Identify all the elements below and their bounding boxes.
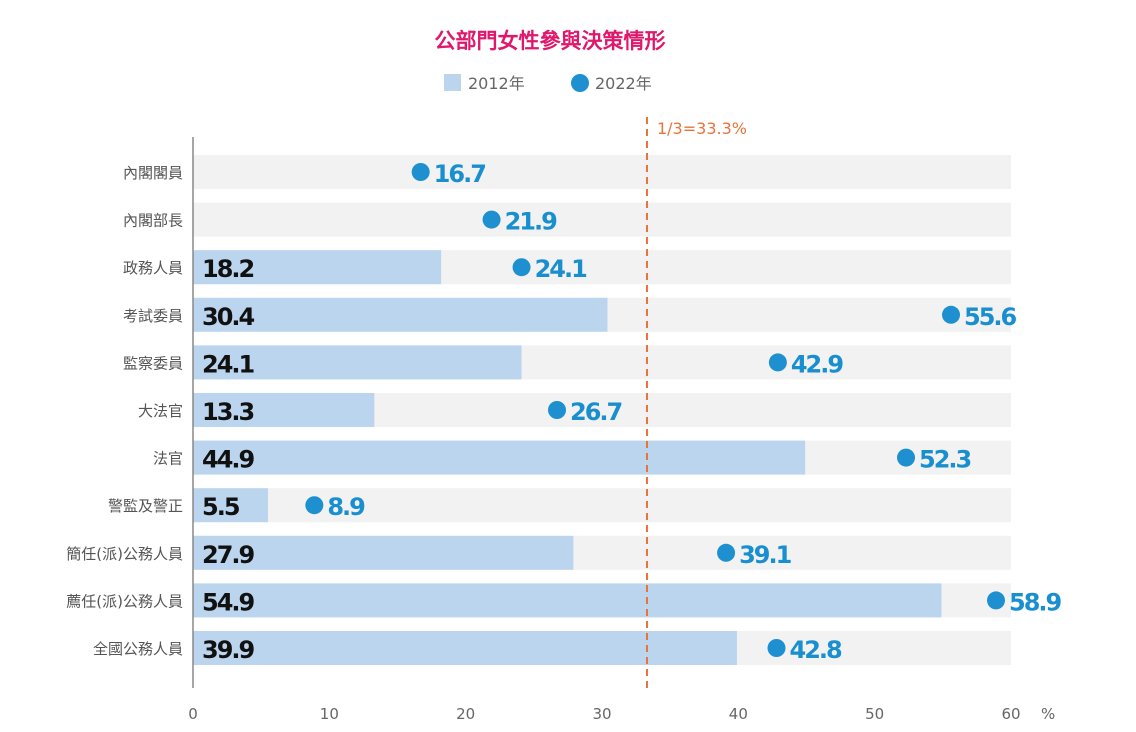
row-band [193,155,1011,189]
x-tick-label: 40 [729,705,748,723]
x-tick-label: 30 [592,705,611,723]
bar-value-label-2012: 39.9 [202,636,255,664]
dot-2022 [717,543,736,562]
dot-value-label-2022: 55.6 [964,303,1017,331]
dot-value-label-2022: 21.9 [505,208,558,236]
bar-value-label-2012: 44.9 [202,446,255,474]
dot-value-label-2022: 24.1 [535,255,588,283]
dot-value-label-2022: 58.9 [1009,588,1062,616]
category-label: 大法官 [138,402,183,420]
dot-2022 [768,353,787,372]
dot-value-label-2022: 42.9 [791,350,844,378]
category-label: 簡任(派)公務人員 [66,545,183,563]
dot-value-label-2022: 52.3 [919,446,971,474]
bar-value-label-2012: 5.5 [202,493,240,521]
dot-value-label-2022: 42.8 [790,636,843,664]
legend: 2012年 2022年 [444,74,652,93]
category-label: 法官 [153,450,183,468]
x-tick-label: 10 [320,705,339,723]
category-label: 考試委員 [123,307,183,325]
dot-2022 [897,448,916,467]
bar-2012 [193,631,737,665]
dot-2022 [548,401,567,419]
legend-swatch-2012 [444,74,461,91]
legend-label-2022: 2022年 [595,74,652,93]
dot-2022 [482,210,501,229]
bar-value-label-2012: 54.9 [202,588,255,616]
x-tick-label: 50 [865,705,884,723]
dot-value-label-2022: 16.7 [434,160,486,188]
dot-value-label-2022: 8.9 [327,493,365,521]
bar-value-label-2012: 13.3 [202,398,254,426]
bar-value-label-2012: 24.1 [202,350,255,378]
bar-value-label-2012: 18.2 [202,255,254,283]
bar-2012 [193,488,268,523]
bar-2012 [193,345,522,380]
category-label: 監察委員 [123,354,183,372]
category-label: 內閣部長 [123,212,183,230]
x-unit-label: % [1041,705,1055,723]
x-tick-label: 0 [188,705,198,723]
category-label: 內閣閣員 [123,164,183,182]
category-label: 薦任(派)公務人員 [66,592,183,610]
legend-label-2012: 2012年 [468,74,525,93]
bar-value-label-2012: 30.4 [202,303,255,331]
bar-value-label-2012: 27.9 [202,541,255,569]
category-label: 政務人員 [123,259,183,277]
bar-2012 [193,535,574,570]
category-label: 警監及警正 [108,497,183,515]
bar-2012 [193,393,375,427]
bar-2012 [193,297,608,332]
row-band [193,202,1011,237]
category-label: 全國公務人員 [93,640,183,658]
dot-2022 [305,496,324,515]
bar-2012 [193,250,442,285]
x-tick-label: 60 [1001,705,1020,723]
dot-2022 [987,591,1006,610]
legend-dot-2022 [571,74,589,92]
bar-2012 [193,440,806,475]
dot-2022 [512,258,531,277]
dot-2022 [767,639,786,657]
dot-2022 [942,305,961,324]
chart-title: 公部門女性參與決策情形 [435,29,666,53]
dot-2022 [411,163,430,181]
row-band [193,488,1011,523]
x-tick-label: 20 [456,705,475,723]
reference-label: 1/3=33.3% [657,119,747,138]
dot-value-label-2022: 26.7 [570,398,622,426]
dot-value-label-2022: 39.1 [739,541,792,569]
bar-2012 [193,583,942,618]
